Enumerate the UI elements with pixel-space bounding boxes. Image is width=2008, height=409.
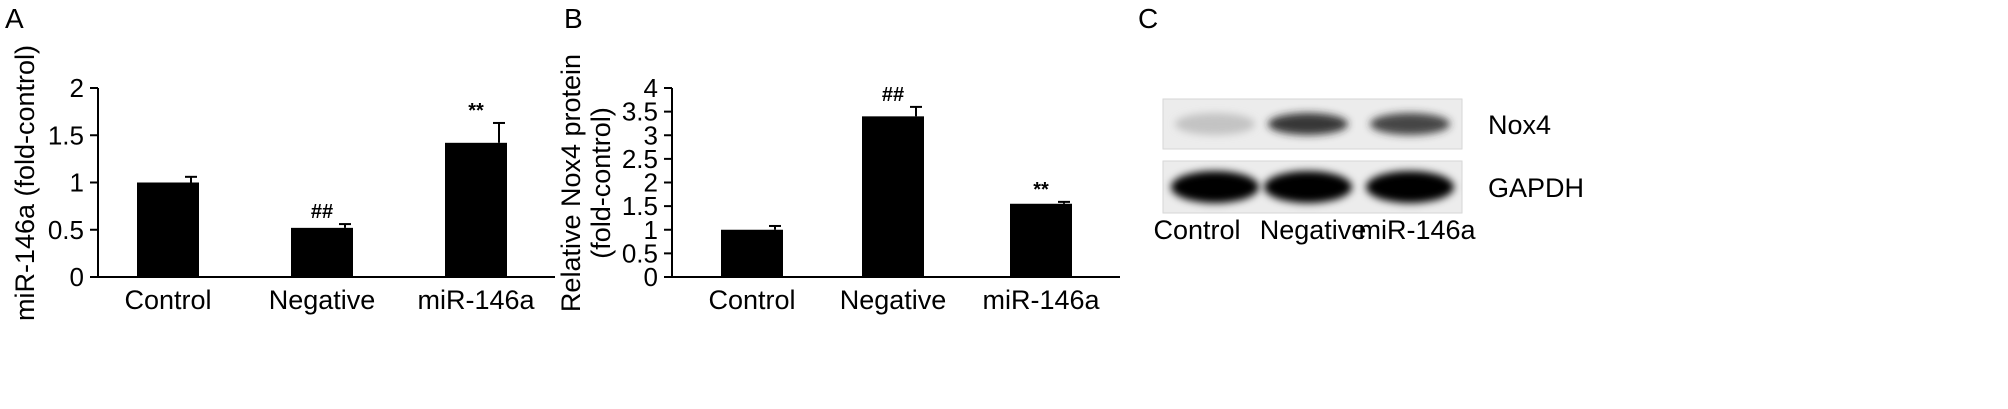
y-tick-label: 2 — [70, 73, 84, 103]
y-tick-label: 2 — [644, 168, 658, 198]
y-axis-label-b-line1: Relative Nox4 protein — [556, 54, 586, 312]
panel-letter-c: C — [1138, 3, 1158, 34]
blot-band-nox4 — [1268, 113, 1348, 135]
blot-lane-label: Control — [1153, 215, 1240, 245]
category-label: Negative — [840, 285, 947, 315]
chart-panel-b: B Relative Nox4 protein (fold-control) 0… — [556, 3, 1120, 315]
panel-letter-a: A — [5, 3, 24, 34]
bar-control — [721, 229, 783, 277]
category-label: Control — [124, 285, 211, 315]
significance-marker: ## — [311, 201, 333, 223]
panel-letter-b: B — [564, 3, 583, 34]
y-tick-label: 1 — [70, 168, 84, 198]
blot-band-nox4 — [1175, 113, 1255, 135]
bar-mir-146a — [1010, 203, 1072, 277]
bar-negative — [291, 227, 353, 277]
y-tick-label: 1 — [644, 215, 658, 245]
blot-label-nox4: Nox4 — [1488, 110, 1551, 140]
category-label: Control — [708, 285, 795, 315]
y-axis-label-b-line2: (fold-control) — [586, 107, 616, 259]
chart-panel-a: A miR-146a (fold-control) 0 0.5 1 1.5 2 ## **… — [5, 3, 555, 321]
blot-lane-label: Negative — [1260, 215, 1367, 245]
bar-mir-146a — [445, 142, 507, 277]
y-axis-label-a: miR-146a (fold-control) — [10, 45, 40, 321]
significance-marker: ** — [468, 100, 484, 122]
bar-control — [137, 182, 199, 277]
y-tick-label: 0 — [644, 262, 658, 292]
y-tick-label: 0.5 — [48, 215, 84, 245]
significance-marker: ## — [882, 84, 904, 106]
category-label: miR-146a — [417, 285, 535, 315]
blot-label-gapdh: GAPDH — [1488, 173, 1584, 203]
y-tick-label: 3 — [644, 120, 658, 150]
blot-band-gapdh — [1171, 171, 1259, 203]
y-tick-label: 3.5 — [622, 97, 658, 127]
y-tick-label: 1.5 — [48, 120, 84, 150]
category-label: Negative — [269, 285, 376, 315]
y-tick-label: 2.5 — [622, 144, 658, 174]
y-tick-label: 4 — [644, 73, 658, 103]
blot-band-gapdh — [1366, 171, 1454, 203]
blot-band-gapdh — [1264, 171, 1352, 203]
y-tick-label: 0 — [70, 262, 84, 292]
blot-band-nox4 — [1370, 113, 1450, 135]
y-tick-label: 0.5 — [622, 238, 658, 268]
y-tick-label: 1.5 — [622, 191, 658, 221]
bar-negative — [862, 116, 924, 277]
significance-marker: ** — [1033, 179, 1049, 201]
category-label: miR-146a — [982, 285, 1100, 315]
western-blot-panel: C Nox4 GAPDH Control Negative miR-146a — [1138, 3, 1584, 245]
blot-lane-label: miR-146a — [1358, 215, 1476, 245]
